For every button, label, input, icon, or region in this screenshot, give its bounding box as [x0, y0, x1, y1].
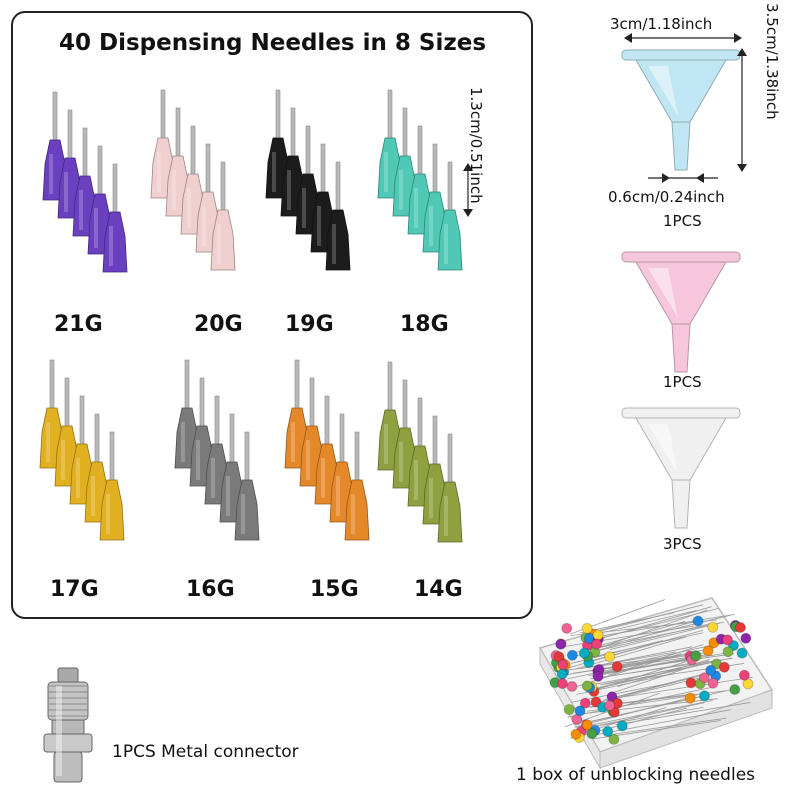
- funnel-height-label: 3.5cm/1.38inch: [763, 3, 781, 120]
- pin-head: [604, 651, 616, 663]
- funnel: [621, 49, 741, 171]
- needle-group: [284, 359, 370, 541]
- funnel-qty-1: 1PCS: [663, 212, 702, 230]
- pin-head: [707, 621, 719, 633]
- pin-head: [574, 705, 586, 717]
- pin-head: [579, 697, 591, 709]
- gauge-label-18g: 18G: [400, 312, 449, 337]
- pin-head: [581, 719, 593, 731]
- funnel: [621, 407, 741, 529]
- pin-head: [578, 647, 590, 659]
- gauge-label-20g: 20G: [194, 312, 243, 337]
- pin-head: [702, 645, 714, 657]
- pin-head: [738, 669, 750, 681]
- needle-panel: [11, 11, 533, 619]
- pin-head: [742, 678, 754, 690]
- pin-head: [556, 668, 568, 680]
- needle-group: [174, 359, 260, 541]
- pin-head: [692, 615, 704, 627]
- needle-group: [377, 361, 463, 543]
- gauge-label-19g: 19G: [285, 312, 334, 337]
- pins-label: 1 box of unblocking needles: [516, 765, 756, 785]
- pin-head: [729, 684, 741, 696]
- funnel-tip-label: 0.6cm/0.24inch: [608, 188, 725, 206]
- pin-head: [566, 680, 578, 692]
- panel-title: 40 Dispensing Needles in 8 Sizes: [58, 30, 487, 56]
- funnel: [621, 251, 741, 373]
- pin-head: [555, 638, 567, 650]
- metal-connector: [43, 667, 93, 783]
- pin-head: [722, 646, 734, 658]
- pin-head: [718, 661, 730, 673]
- pin-head: [721, 634, 733, 646]
- needle-length-label: 1.3cm/0.51inch: [467, 87, 485, 204]
- connector-label: 1PCS Metal connector: [112, 742, 299, 762]
- gauge-label-14g: 14G: [414, 577, 463, 602]
- pin-head: [586, 728, 598, 740]
- pin-head: [604, 700, 616, 712]
- pin-head: [698, 690, 710, 702]
- pin-box: [538, 597, 774, 770]
- pin-head: [736, 647, 748, 659]
- pin-head: [705, 664, 717, 676]
- pin-head: [611, 661, 623, 673]
- needle-group: [39, 359, 125, 541]
- needle-group: [150, 89, 236, 271]
- pin-head: [592, 629, 604, 641]
- gauge-label-21g: 21G: [54, 312, 103, 337]
- pin-head: [557, 659, 569, 671]
- needle-group: [42, 91, 128, 273]
- funnel-qty-2: 1PCS: [663, 373, 702, 391]
- pin-head: [707, 677, 719, 689]
- pin-head: [581, 622, 593, 634]
- pin-head: [689, 650, 701, 662]
- pin-head: [561, 622, 573, 634]
- pin-head: [592, 670, 604, 682]
- pin-head: [570, 728, 582, 740]
- pin-head: [698, 672, 710, 684]
- pin-head: [563, 704, 575, 716]
- pin-head: [591, 638, 603, 650]
- funnel-width-label: 3cm/1.18inch: [610, 15, 713, 33]
- pin-head: [556, 678, 568, 690]
- needle-group: [265, 89, 351, 271]
- pin-head: [608, 733, 620, 745]
- needle-group: [377, 89, 463, 271]
- pin-head: [740, 632, 752, 644]
- pin-head: [685, 677, 697, 689]
- pin-head: [566, 649, 578, 661]
- gauge-label-17g: 17G: [50, 577, 99, 602]
- gauge-label-15g: 15G: [310, 577, 359, 602]
- pin-head: [734, 622, 746, 634]
- pin-head: [581, 680, 593, 692]
- gauge-label-16g: 16G: [186, 577, 235, 602]
- pin-head: [602, 726, 614, 738]
- funnel-qty-3: 3PCS: [663, 535, 702, 553]
- pin-head: [616, 720, 628, 732]
- pin-head: [684, 692, 696, 704]
